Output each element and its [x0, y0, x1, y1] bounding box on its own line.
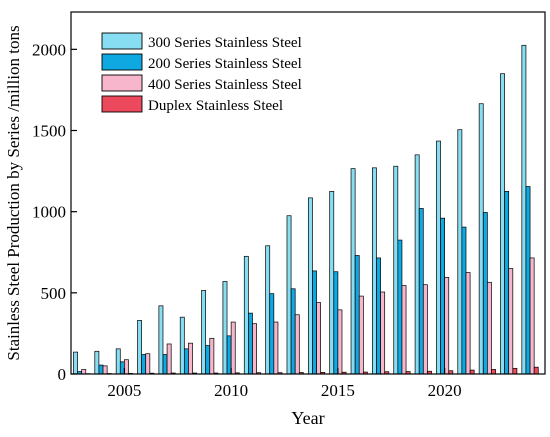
bar-400-series-stainless-steel-2014 — [317, 303, 321, 374]
bar-400-series-stainless-steel-2012 — [274, 322, 278, 374]
bar-400-series-stainless-steel-2011 — [252, 324, 256, 374]
y-tick-label: 0 — [58, 365, 67, 384]
bars-layer — [73, 45, 538, 374]
bar-200-series-stainless-steel-2015 — [334, 272, 338, 374]
legend: 300 Series Stainless Steel 200 Series Sta… — [102, 33, 302, 114]
bar-200-series-stainless-steel-2024 — [526, 187, 530, 374]
series-400-series-stainless-steel — [82, 258, 534, 374]
bar-300-series-stainless-steel-2006 — [138, 320, 142, 374]
bar-400-series-stainless-steel-2005 — [124, 360, 128, 374]
bar-300-series-stainless-steel-2009 — [202, 290, 206, 374]
y-axis-label: Stainless Steel Production by Series /mi… — [4, 25, 23, 360]
x-tick-label: 2015 — [321, 381, 355, 400]
bar-400-series-stainless-steel-2015 — [338, 310, 342, 374]
bar-400-series-stainless-steel-2017 — [381, 292, 385, 374]
bar-400-series-stainless-steel-2020 — [445, 277, 449, 374]
bar-300-series-stainless-steel-2011 — [244, 256, 248, 374]
bar-300-series-stainless-steel-2003 — [73, 352, 77, 374]
bar-300-series-stainless-steel-2008 — [180, 317, 184, 374]
bar-400-series-stainless-steel-2006 — [146, 354, 150, 374]
bar-200-series-stainless-steel-2020 — [441, 218, 445, 374]
bar-200-series-stainless-steel-2009 — [206, 346, 210, 374]
bar-400-series-stainless-steel-2016 — [359, 296, 363, 374]
bar-200-series-stainless-steel-2012 — [270, 294, 274, 374]
bar-300-series-stainless-steel-2024 — [522, 45, 526, 374]
legend-item-400-series-stainless-steel: 400 Series Stainless Steel — [102, 75, 302, 93]
bar-300-series-stainless-steel-2013 — [287, 216, 291, 374]
legend-swatch — [102, 75, 142, 91]
legend-item-200-series-stainless-steel: 200 Series Stainless Steel — [102, 54, 302, 72]
bar-200-series-stainless-steel-2019 — [419, 208, 423, 374]
legend-label: Duplex Stainless Steel — [148, 98, 283, 114]
bar-400-series-stainless-steel-2003 — [82, 369, 86, 374]
y-tick-label: 500 — [41, 284, 67, 303]
bar-400-series-stainless-steel-2007 — [167, 344, 171, 374]
bar-300-series-stainless-steel-2022 — [479, 104, 483, 374]
bar-200-series-stainless-steel-2018 — [398, 240, 402, 374]
bar-duplex-stainless-steel-2024 — [534, 367, 538, 374]
legend-item-300-series-stainless-steel: 300 Series Stainless Steel — [102, 33, 302, 51]
series-300-series-stainless-steel — [73, 45, 525, 374]
bar-300-series-stainless-steel-2014 — [308, 198, 312, 374]
bar-400-series-stainless-steel-2010 — [231, 322, 235, 374]
bar-200-series-stainless-steel-2022 — [483, 212, 487, 374]
bar-300-series-stainless-steel-2012 — [266, 246, 270, 374]
bar-300-series-stainless-steel-2015 — [330, 191, 334, 374]
bar-200-series-stainless-steel-2023 — [505, 191, 509, 374]
x-tick-label: 2010 — [214, 381, 248, 400]
bar-300-series-stainless-steel-2017 — [372, 168, 376, 374]
bar-300-series-stainless-steel-2007 — [159, 306, 163, 374]
y-tick-label: 2000 — [32, 40, 66, 59]
bar-300-series-stainless-steel-2010 — [223, 281, 227, 374]
bar-200-series-stainless-steel-2016 — [355, 256, 359, 375]
bar-200-series-stainless-steel-2010 — [227, 336, 231, 374]
legend-swatch — [102, 54, 142, 70]
bar-200-series-stainless-steel-2007 — [163, 355, 167, 374]
bar-duplex-stainless-steel-2023 — [513, 368, 517, 374]
bar-400-series-stainless-steel-2004 — [103, 366, 107, 374]
bar-200-series-stainless-steel-2006 — [142, 355, 146, 374]
bar-400-series-stainless-steel-2008 — [188, 343, 192, 374]
bar-200-series-stainless-steel-2011 — [248, 313, 252, 374]
x-tick-label: 2005 — [107, 381, 141, 400]
legend-swatch — [102, 96, 142, 112]
bar-400-series-stainless-steel-2024 — [530, 258, 534, 374]
bar-300-series-stainless-steel-2023 — [500, 74, 504, 374]
y-tick-label: 1500 — [32, 122, 66, 141]
bar-300-series-stainless-steel-2020 — [436, 141, 440, 374]
legend-item-duplex-stainless-steel: Duplex Stainless Steel — [102, 96, 283, 114]
bar-300-series-stainless-steel-2004 — [95, 351, 99, 374]
bar-300-series-stainless-steel-2021 — [458, 130, 462, 374]
bar-300-series-stainless-steel-2018 — [394, 166, 398, 374]
y-axis-ticks: 0 500 1000 1500 2000 — [32, 40, 77, 384]
legend-label: 400 Series Stainless Steel — [148, 77, 302, 93]
bar-300-series-stainless-steel-2016 — [351, 169, 355, 374]
bar-duplex-stainless-steel-2022 — [491, 369, 495, 374]
bar-400-series-stainless-steel-2023 — [509, 268, 513, 374]
bar-400-series-stainless-steel-2021 — [466, 273, 470, 374]
bar-400-series-stainless-steel-2019 — [423, 285, 427, 374]
legend-label: 200 Series Stainless Steel — [148, 56, 302, 72]
x-tick-label: 2020 — [428, 381, 462, 400]
bar-200-series-stainless-steel-2013 — [291, 289, 295, 374]
legend-swatch — [102, 33, 142, 49]
legend-label: 300 Series Stainless Steel — [148, 35, 302, 51]
bar-300-series-stainless-steel-2019 — [415, 155, 419, 374]
bar-200-series-stainless-steel-2021 — [462, 227, 466, 374]
bar-300-series-stainless-steel-2005 — [116, 349, 120, 374]
bar-200-series-stainless-steel-2008 — [184, 349, 188, 374]
x-axis-label: Year — [291, 408, 324, 428]
bar-400-series-stainless-steel-2022 — [487, 282, 491, 374]
bar-200-series-stainless-steel-2004 — [99, 365, 103, 374]
bar-200-series-stainless-steel-2017 — [376, 258, 380, 374]
bar-400-series-stainless-steel-2018 — [402, 286, 406, 374]
bar-400-series-stainless-steel-2009 — [210, 338, 214, 374]
bar-200-series-stainless-steel-2014 — [312, 271, 316, 374]
y-tick-label: 1000 — [32, 203, 66, 222]
bar-400-series-stainless-steel-2013 — [295, 315, 299, 374]
bar-200-series-stainless-steel-2005 — [120, 362, 124, 374]
